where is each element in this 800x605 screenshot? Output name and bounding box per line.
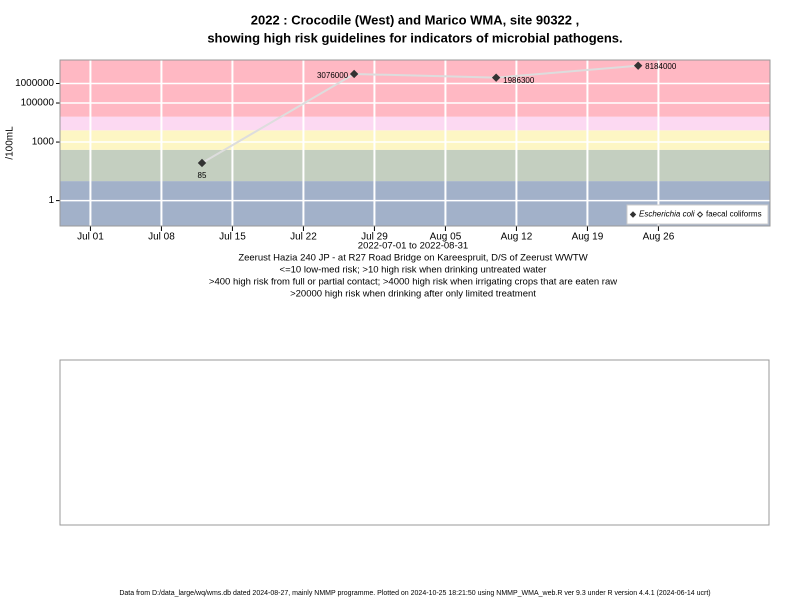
data-point xyxy=(633,61,643,70)
x-tick-label: Aug 12 xyxy=(501,232,533,243)
x-tick-label: Aug 05 xyxy=(430,232,462,243)
data-point xyxy=(491,73,501,82)
data-label: 3076000 xyxy=(317,71,349,80)
y-tick-label: 1000 xyxy=(32,137,55,148)
risk-band xyxy=(60,60,770,117)
series-line xyxy=(201,64,639,164)
plot-frame xyxy=(59,59,771,227)
x-tick-label: Aug 26 xyxy=(643,232,675,243)
note: Zeerust Hazia 240 JP - at R27 Road Bridg… xyxy=(238,253,587,264)
data-point xyxy=(349,69,359,79)
x-tick-label: Jul 22 xyxy=(290,232,317,243)
x-tick-label: Jul 01 xyxy=(77,232,104,243)
data-point xyxy=(197,158,207,168)
footer: Data from D:/data_large/wq/wms.db dated … xyxy=(119,590,710,597)
x-tick-label: Jul 29 xyxy=(361,232,388,243)
x-tick-label: Jul 08 xyxy=(148,232,175,243)
x-tick-label: Jul 15 xyxy=(219,232,246,243)
legend-label: faecal coliforms xyxy=(706,210,762,219)
data-label: 85 xyxy=(198,171,207,180)
y-tick-label: 1 xyxy=(48,195,54,206)
risk-band xyxy=(60,116,770,131)
chart-title: 2022 : Crocodile (West) and Marico WMA, … xyxy=(251,12,579,27)
risk-band xyxy=(60,149,770,182)
note: <=10 low-med risk; >10 high risk when dr… xyxy=(280,265,547,276)
risk-band xyxy=(60,130,770,150)
data-label: 8184000 xyxy=(645,62,677,71)
y-tick-label: 100000 xyxy=(21,98,55,109)
y-axis-label: /100mL xyxy=(5,126,16,160)
note: >20000 high risk when drinking after onl… xyxy=(290,289,536,300)
x-tick-label: Aug 19 xyxy=(572,232,604,243)
note: >400 high risk from full or partial cont… xyxy=(209,277,617,288)
x-axis-label: 2022-07-01 to 2022-08-31 xyxy=(358,241,468,252)
legend-marker xyxy=(629,211,637,218)
empty-panel xyxy=(59,359,770,526)
chart-subtitle: showing high risk guidelines for indicat… xyxy=(207,30,622,45)
legend-marker xyxy=(696,211,704,218)
legend-label: Escherichia coli xyxy=(639,210,695,219)
data-label: 1986300 xyxy=(503,76,535,85)
y-tick-label: 1000000 xyxy=(15,78,54,89)
